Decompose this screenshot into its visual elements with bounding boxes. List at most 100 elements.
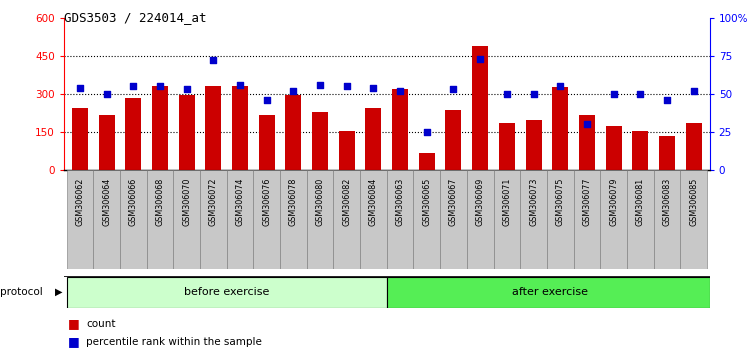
Bar <box>547 170 574 269</box>
Text: GSM306080: GSM306080 <box>315 178 324 226</box>
Text: GSM306084: GSM306084 <box>369 178 378 226</box>
Bar <box>152 86 168 170</box>
Text: GSM306083: GSM306083 <box>662 178 671 226</box>
Bar <box>258 115 275 170</box>
Point <box>688 88 700 93</box>
Point <box>74 85 86 91</box>
Text: GSM306064: GSM306064 <box>102 178 111 226</box>
Point <box>288 88 300 93</box>
Text: before exercise: before exercise <box>184 287 270 297</box>
Text: ▶: ▶ <box>55 287 62 297</box>
Text: GSM306081: GSM306081 <box>636 178 645 226</box>
Bar <box>253 170 280 269</box>
Text: GSM306078: GSM306078 <box>289 178 298 226</box>
Bar <box>472 46 488 170</box>
Text: count: count <box>86 319 116 329</box>
Bar <box>686 123 701 170</box>
Bar <box>280 170 306 269</box>
Bar <box>98 115 115 170</box>
Bar <box>574 170 600 269</box>
Text: GSM306073: GSM306073 <box>529 178 538 226</box>
Bar <box>333 170 360 269</box>
Text: percentile rank within the sample: percentile rank within the sample <box>86 337 262 347</box>
Bar <box>440 170 467 269</box>
Bar <box>600 170 627 269</box>
Text: GSM306063: GSM306063 <box>396 178 405 226</box>
Bar <box>387 170 414 269</box>
Bar <box>653 170 680 269</box>
Text: GSM306082: GSM306082 <box>342 178 351 226</box>
Bar <box>445 110 462 170</box>
Text: GDS3503 / 224014_at: GDS3503 / 224014_at <box>64 11 207 24</box>
Bar <box>67 170 93 269</box>
Point <box>474 56 486 62</box>
Text: ■: ■ <box>68 318 80 330</box>
Point <box>608 91 620 97</box>
Bar <box>312 112 328 170</box>
Point <box>581 121 593 127</box>
Text: GSM306068: GSM306068 <box>155 178 164 226</box>
Bar <box>306 170 333 269</box>
Point <box>527 91 539 97</box>
Text: GSM306072: GSM306072 <box>209 178 218 226</box>
Bar <box>526 120 541 170</box>
Point <box>367 85 379 91</box>
Point <box>635 91 647 97</box>
Bar <box>579 115 595 170</box>
Text: after exercise: after exercise <box>511 287 587 297</box>
Point <box>501 91 513 97</box>
Bar <box>552 87 569 170</box>
Bar <box>520 170 547 269</box>
Bar <box>680 170 707 269</box>
Bar <box>360 170 387 269</box>
Point <box>127 83 139 89</box>
Bar <box>414 170 440 269</box>
Bar <box>227 170 253 269</box>
Point <box>154 83 166 89</box>
Bar <box>419 153 435 170</box>
Point <box>394 88 406 93</box>
Point <box>421 129 433 135</box>
Text: GSM306076: GSM306076 <box>262 178 271 226</box>
Point <box>207 57 219 63</box>
Bar <box>173 170 200 269</box>
Bar <box>659 136 675 170</box>
Bar <box>179 95 195 170</box>
Bar <box>467 170 493 269</box>
Point <box>180 86 192 92</box>
Bar <box>627 170 653 269</box>
Text: protocol: protocol <box>0 287 43 297</box>
Bar <box>285 95 301 170</box>
Bar <box>605 126 622 170</box>
Bar <box>493 170 520 269</box>
Bar <box>67 277 387 308</box>
Point <box>341 83 353 89</box>
Point <box>234 82 246 87</box>
Text: GSM306065: GSM306065 <box>422 178 431 226</box>
Point <box>314 82 326 87</box>
Bar <box>205 86 222 170</box>
Bar <box>392 89 408 170</box>
Bar <box>120 170 146 269</box>
Text: GSM306067: GSM306067 <box>449 178 458 226</box>
Bar <box>146 170 173 269</box>
Text: GSM306074: GSM306074 <box>236 178 245 226</box>
Point <box>101 91 113 97</box>
Text: GSM306070: GSM306070 <box>182 178 191 226</box>
Bar <box>499 123 515 170</box>
Bar <box>125 98 141 170</box>
Bar <box>72 108 88 170</box>
Bar <box>339 131 354 170</box>
Bar <box>232 86 248 170</box>
Text: GSM306062: GSM306062 <box>75 178 84 226</box>
Text: GSM306079: GSM306079 <box>609 178 618 226</box>
Text: GSM306066: GSM306066 <box>128 178 137 226</box>
Text: GSM306077: GSM306077 <box>583 178 592 226</box>
Text: ■: ■ <box>68 335 80 348</box>
Text: GSM306071: GSM306071 <box>502 178 511 226</box>
Text: GSM306069: GSM306069 <box>475 178 484 226</box>
Point <box>661 97 673 103</box>
Point <box>261 97 273 103</box>
Text: GSM306085: GSM306085 <box>689 178 698 226</box>
Bar <box>200 170 227 269</box>
